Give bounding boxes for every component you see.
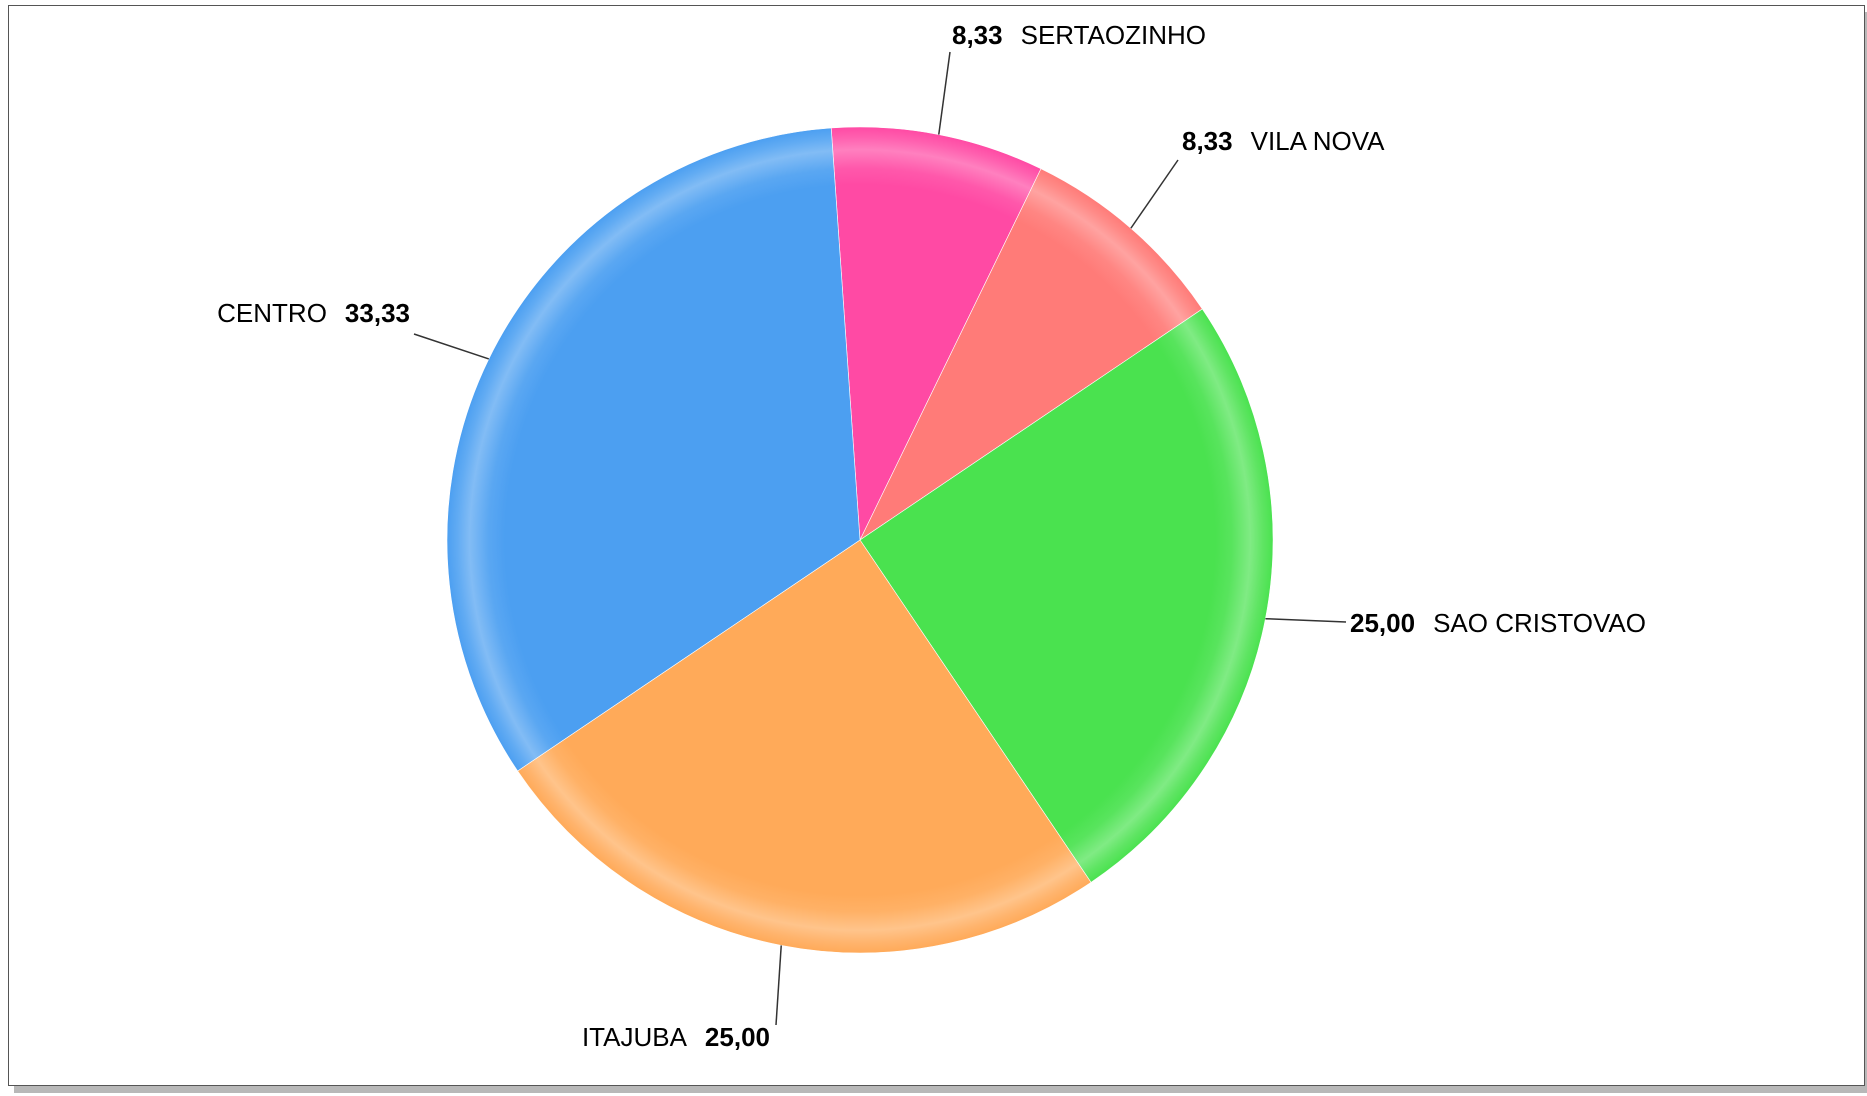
leader-line-centro: [413, 333, 490, 360]
slice-label-itajuba: ITAJUBA 25,00: [582, 1022, 770, 1052]
labels-layer: 8,33 SERTAOZINHO 8,33 VILA NOVA 25,00 SAO CRI…: [217, 20, 1646, 1052]
slice-value-label: 33,33: [345, 298, 410, 328]
slices-layer: [446, 126, 1274, 954]
slice-category-label: SAO CRISTOVAO: [1433, 608, 1646, 638]
slice-value-label: 25,00: [1350, 608, 1415, 638]
leader-line-sertaozinho: [938, 51, 951, 135]
pie-slice-sao-cristovao: [859, 308, 1274, 883]
leader-line-sao-cristovao: [1265, 617, 1347, 623]
slice-category-label: SERTAOZINHO: [1021, 20, 1206, 50]
pie-slice-sertaozinho: [830, 126, 1042, 542]
slice-category-label: CENTRO: [217, 298, 327, 328]
slice-value-label: 25,00: [705, 1022, 770, 1052]
slice-label-vila-nova: 8,33 VILA NOVA: [1182, 126, 1385, 156]
slice-label-sao-cristovao: 25,00 SAO CRISTOVAO: [1350, 608, 1646, 638]
slice-value-label: 8,33: [1182, 126, 1233, 156]
slice-category-label: VILA NOVA: [1251, 126, 1386, 156]
slice-value-label: 8,33: [952, 20, 1003, 50]
leader-line-itajuba: [775, 945, 782, 1026]
slice-label-sertaozinho: 8,33 SERTAOZINHO: [952, 20, 1206, 50]
slice-label-centro: CENTRO 33,33: [217, 298, 410, 328]
slice-category-label: ITAJUBA: [582, 1022, 688, 1052]
leader-line-vila-nova: [1130, 159, 1179, 229]
pie-slice-itajuba: [517, 539, 1092, 954]
pie-slice-vila-nova: [859, 168, 1203, 541]
